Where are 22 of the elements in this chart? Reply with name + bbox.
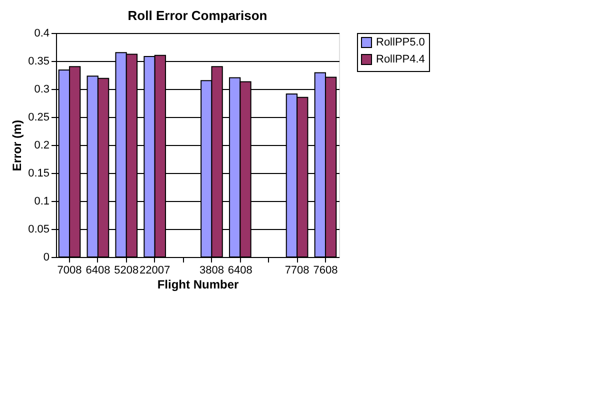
x-tick-label: 5208: [114, 264, 139, 276]
y-tick-label: 0.1: [34, 196, 50, 208]
y-tick-label: 0: [43, 252, 50, 264]
x-tick-label: 7708: [284, 264, 310, 276]
chart-title: Roll Error Comparison: [128, 8, 268, 23]
y-tick-label: 0.4: [34, 28, 50, 40]
y-axis-title: Error (m): [10, 120, 24, 172]
y-tick-label: 0.35: [28, 56, 50, 68]
y-tick-label: 0.05: [28, 224, 50, 236]
x-tick-label: 6408: [228, 264, 252, 276]
x-tick-label: 7008: [57, 264, 82, 276]
x-tick-label: 7608: [313, 264, 338, 276]
x-tick-label: 3808: [199, 264, 224, 276]
x-tick-label: 6408: [86, 264, 110, 276]
legend-label: RollPP5.0: [376, 36, 425, 48]
legend-label: RollPP4.4: [376, 54, 425, 66]
y-tick-label: 0.2: [34, 140, 50, 152]
x-axis-title: Flight Number: [157, 278, 239, 292]
y-tick-label: 0.25: [28, 112, 50, 124]
y-tick-label: 0.15: [28, 168, 50, 180]
x-tick-label: 22007: [140, 264, 170, 276]
y-tick-label: 0.3: [34, 84, 50, 96]
